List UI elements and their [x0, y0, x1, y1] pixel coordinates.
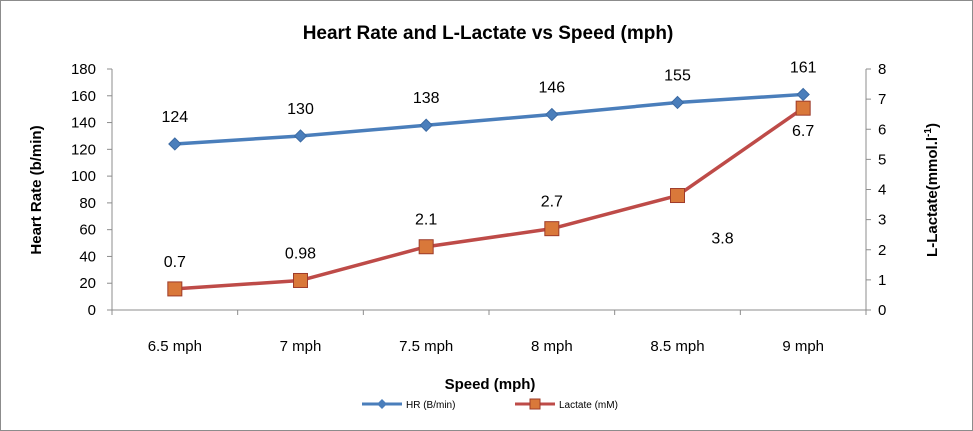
hr-point — [796, 87, 810, 102]
series-layer — [167, 87, 811, 297]
lactate-point — [795, 100, 811, 116]
y-right-tick-label: 7 — [878, 91, 886, 108]
y-right-tick-label: 8 — [878, 61, 886, 78]
legend-square-marker — [529, 398, 541, 410]
hr-data-label: 124 — [161, 109, 188, 126]
x-axis-title: Speed (mph) — [445, 376, 536, 393]
hr-data-label: 146 — [538, 80, 565, 97]
legend-label: Lactate (mM) — [559, 400, 618, 411]
y-left-tick-label: 140 — [71, 115, 96, 132]
legend-label: HR (B/min) — [406, 400, 455, 411]
lactate-data-label: 2.7 — [541, 194, 563, 211]
hr-point — [293, 129, 308, 143]
lactate-data-label: 3.8 — [711, 231, 733, 248]
y-left-tick-label: 160 — [71, 88, 96, 105]
lactate-data-label: 2.1 — [415, 212, 437, 229]
hr-point — [168, 137, 182, 151]
y-axis-right-title-main: L-Lactate(mmol.l — [924, 137, 941, 257]
y-right-tick-label: 2 — [878, 242, 886, 259]
y-right-tick-label: 3 — [878, 212, 886, 229]
x-axis-ticks: 6.5 mph 7 mph 7.5 mph 8 mph 8.5 mph 9 mph — [111, 310, 867, 355]
hr-data-label: 130 — [287, 101, 314, 118]
hr-point — [670, 95, 685, 110]
y-left-tick-label: 100 — [71, 168, 96, 185]
data-labels: 124 130 138 146 155 161 0.7 0.98 2.1 2.7 3.8 6.7 — [161, 59, 816, 270]
legend: HR (B/min) Lactate (mM) — [362, 398, 618, 411]
chart-title: Heart Rate and L-Lactate vs Speed (mph) — [303, 23, 674, 44]
lactate-point — [418, 239, 434, 255]
x-tick-label: 8 mph — [531, 338, 573, 355]
lactate-data-label: 6.7 — [792, 123, 814, 140]
y-right-tick-label: 5 — [878, 151, 886, 168]
hr-point — [545, 107, 559, 122]
legend-diamond-marker — [377, 399, 387, 409]
hr-data-label: 161 — [790, 59, 817, 76]
y-left-tick-label: 20 — [79, 275, 96, 292]
series-line-lactate — [174, 106, 805, 291]
x-tick-label: 7.5 mph — [399, 338, 453, 355]
y-axis-left-ticks: 0 20 40 60 80 100 120 140 160 180 — [71, 61, 112, 319]
y-right-tick-label: 4 — [878, 182, 886, 199]
series-line-heart-rate — [174, 92, 804, 146]
lactate-point — [293, 272, 308, 288]
y-axis-right-ticks: 0 1 2 3 4 5 6 7 8 — [866, 61, 886, 319]
hr-point — [419, 118, 433, 132]
y-left-tick-label: 40 — [79, 248, 96, 265]
y-left-tick-label: 120 — [71, 141, 96, 158]
y-left-tick-label: 60 — [79, 222, 96, 239]
x-tick-label: 8.5 mph — [650, 338, 704, 355]
y-axis-right-title: L-Lactate(mmol.l-1) — [923, 123, 941, 257]
x-tick-label: 9 mph — [782, 338, 824, 355]
x-tick-label: 7 mph — [280, 338, 322, 355]
y-right-tick-label: 6 — [878, 121, 886, 138]
lactate-point — [167, 281, 183, 297]
y-left-tick-label: 0 — [88, 302, 96, 319]
y-left-tick-label: 180 — [71, 61, 96, 78]
y-axis-right-title-sup: -1 — [923, 128, 934, 137]
lactate-point — [670, 188, 685, 204]
lactate-data-label: 0.7 — [164, 254, 186, 271]
plot-area — [111, 69, 867, 311]
lactate-point — [544, 221, 560, 237]
lactate-data-label: 0.98 — [285, 245, 316, 262]
y-axis-left-title: Heart Rate (b/min) — [28, 125, 45, 254]
y-right-tick-label: 1 — [878, 272, 886, 289]
y-axis-right-title-close: ) — [924, 123, 941, 128]
hr-data-label: 155 — [664, 67, 691, 84]
hr-data-label: 138 — [413, 90, 440, 107]
y-left-tick-label: 80 — [79, 195, 96, 212]
y-right-tick-label: 0 — [878, 302, 886, 319]
x-tick-label: 6.5 mph — [148, 338, 202, 355]
